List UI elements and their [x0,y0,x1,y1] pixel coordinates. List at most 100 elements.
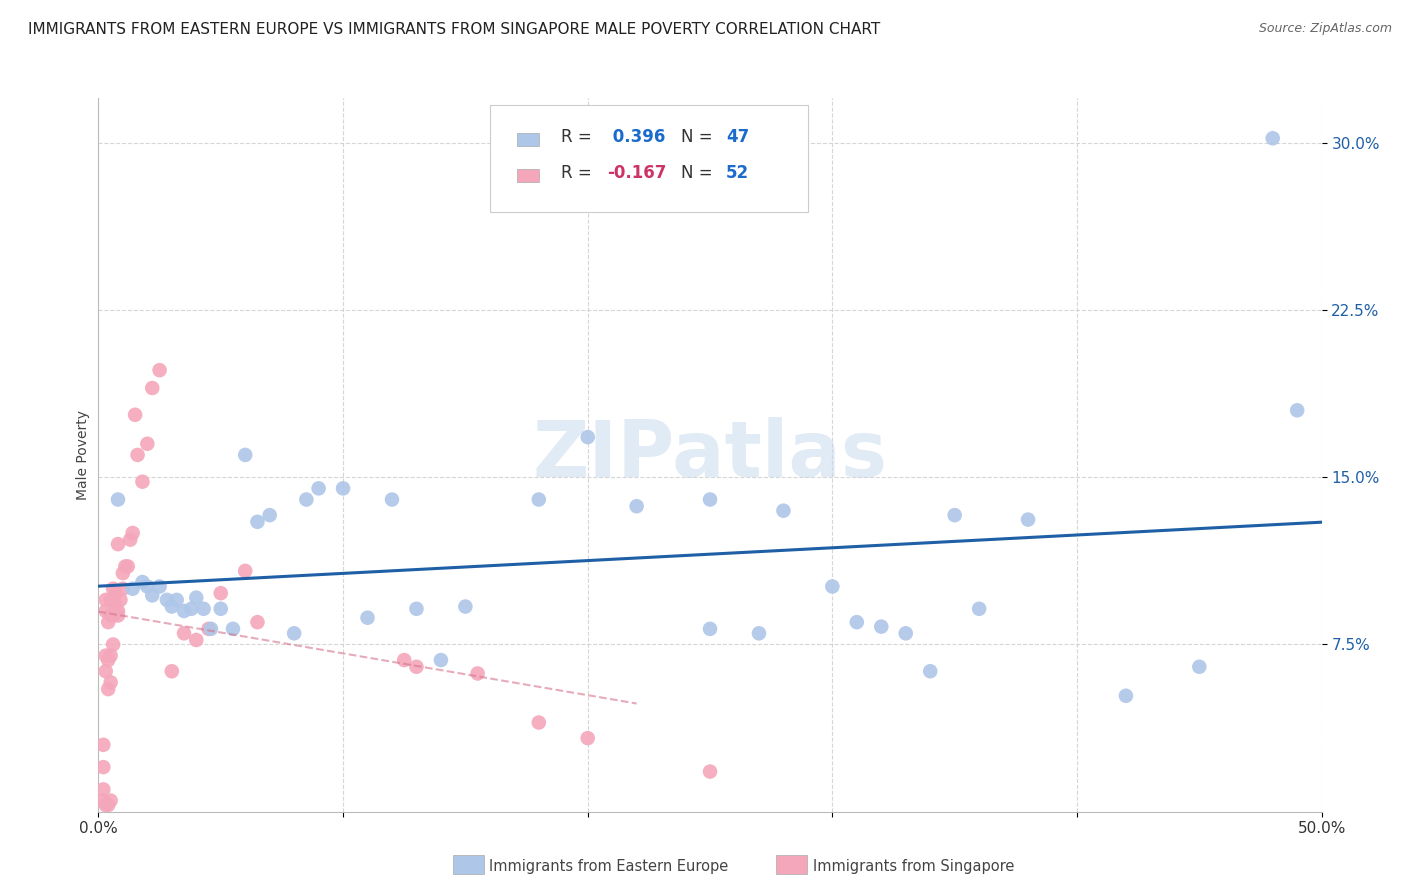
Point [1017,512,1039,526]
Text: 47: 47 [725,128,749,146]
Point [121,582,143,596]
Text: -0.167: -0.167 [607,164,666,182]
Point [193,601,215,615]
Point [200,622,222,636]
Point [94,664,117,678]
Point [117,559,139,574]
Point [107,492,129,507]
Point [101,582,124,596]
Point [356,611,378,625]
Point [136,580,159,594]
Point [131,574,153,589]
Text: R =: R = [561,128,596,146]
Point [166,592,188,607]
Point [920,664,942,678]
Text: ZIPatlas: ZIPatlas [533,417,887,493]
Point [110,592,132,607]
Point [101,637,124,651]
Point [136,436,159,450]
Point [430,653,453,667]
Point [100,608,122,623]
Point [91,782,114,797]
Point [97,797,120,812]
Point [97,681,120,696]
Point [233,564,256,578]
Point [94,604,117,618]
Point [100,794,122,808]
Point [308,482,330,496]
Point [100,592,122,607]
Point [209,586,232,600]
Point [392,653,416,667]
Point [160,599,183,614]
Point [160,664,183,678]
Point [576,731,599,746]
Point [120,533,142,547]
Point [699,492,721,507]
Point [94,797,117,812]
Point [91,794,114,808]
Point [149,580,172,594]
Point [772,503,794,517]
Point [283,626,305,640]
Text: R =: R = [561,164,596,182]
Text: Immigrants from Singapore: Immigrants from Singapore [813,859,1014,873]
Point [180,601,202,615]
Point [246,515,269,529]
Point [107,608,129,623]
Point [156,592,179,607]
Point [131,475,153,489]
Point [626,499,648,513]
Point [107,537,129,551]
Point [209,601,232,615]
Point [107,604,129,618]
Point [332,482,354,496]
Point [699,764,721,779]
Point [91,738,114,752]
Point [111,582,134,596]
Point [97,653,120,667]
Text: 0.396: 0.396 [607,128,665,146]
Point [943,508,966,523]
Bar [517,169,538,182]
Point [173,626,195,640]
Y-axis label: Male Poverty: Male Poverty [76,410,90,500]
Point [104,598,127,612]
Point [845,615,868,630]
Point [576,430,599,444]
Point [197,622,219,636]
Text: IMMIGRANTS FROM EASTERN EUROPE VS IMMIGRANTS FROM SINGAPORE MALE POVERTY CORRELA: IMMIGRANTS FROM EASTERN EUROPE VS IMMIGR… [28,22,880,37]
Point [748,626,770,640]
Point [381,492,404,507]
Point [870,619,893,633]
Point [467,666,489,681]
Point [699,622,721,636]
Point [186,633,208,648]
Point [114,559,136,574]
Point [233,448,256,462]
Point [405,660,427,674]
Point [149,363,172,377]
Point [100,675,122,690]
Point [405,601,427,615]
Point [527,715,550,730]
Point [894,626,917,640]
Point [821,580,844,594]
Point [94,648,117,663]
Point [111,566,134,581]
Text: Immigrants from Eastern Europe: Immigrants from Eastern Europe [489,859,728,873]
Point [173,604,195,618]
Text: N =: N = [681,128,717,146]
Point [124,408,146,422]
Point [1188,660,1211,674]
FancyBboxPatch shape [489,105,808,212]
Point [186,591,208,605]
Point [97,615,120,630]
Text: 52: 52 [725,164,749,182]
Point [94,592,117,607]
Point [127,448,149,462]
Text: Source: ZipAtlas.com: Source: ZipAtlas.com [1258,22,1392,36]
Point [222,622,245,636]
Point [259,508,281,523]
Point [141,381,163,395]
